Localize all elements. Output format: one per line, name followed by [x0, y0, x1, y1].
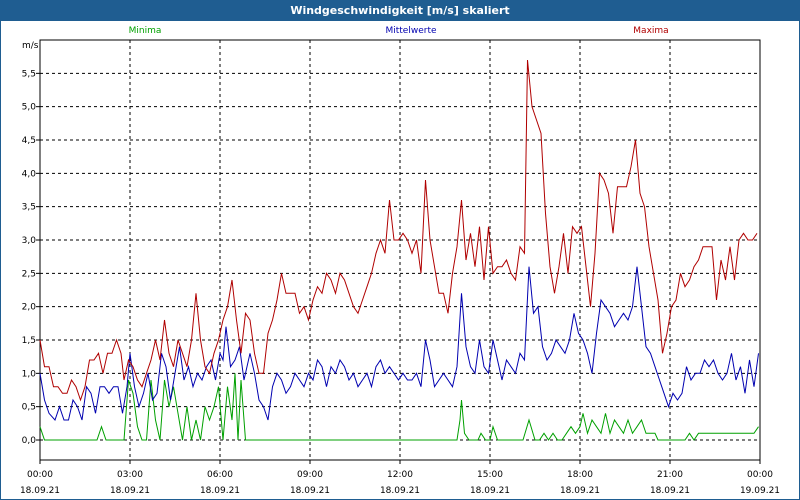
y-tick-label: 1,0	[22, 369, 37, 379]
x-tick-date-label: 18.09.21	[650, 486, 690, 496]
mittelwerte-line	[39, 266, 759, 421]
y-tick-label: 0,5	[22, 403, 36, 413]
legend-mittelwerte: Mittelwerte	[385, 26, 436, 36]
legend-maxima: Maxima	[633, 26, 668, 36]
x-tick-date-label: 18.09.21	[110, 486, 150, 496]
legend-minima: Minima	[129, 26, 162, 36]
y-tick-label: 4,5	[22, 136, 36, 146]
y-tick-label: 1,5	[22, 336, 36, 346]
x-tick-date-label: 18.09.21	[200, 486, 240, 496]
x-tick-time-label: 12:00	[387, 470, 413, 480]
y-tick-label: 3,5	[22, 203, 36, 213]
x-tick-date-label: 18.09.21	[380, 486, 420, 496]
x-tick-date-label: 18.09.21	[290, 486, 330, 496]
x-tick-time-label: 09:00	[297, 470, 323, 480]
y-axis-label: m/s	[22, 41, 39, 51]
x-tick-time-label: 15:00	[477, 470, 503, 480]
x-axis-ticks: 00:00 18.09.21 03:00 18.09.21 06:00 18.09.21 0…	[20, 460, 780, 496]
x-tick-time-label: 18:00	[567, 470, 593, 480]
y-tick-label: 3,0	[22, 236, 37, 246]
x-tick-time-label: 03:00	[117, 470, 143, 480]
x-tick-time-label: 06:00	[207, 470, 233, 480]
x-tick-time-label: 21:00	[657, 470, 683, 480]
y-tick-label: 5,0	[22, 103, 37, 113]
series-lines	[39, 59, 759, 441]
y-axis-ticks: 0,0 0,5 1,0 1,5 2,0 2,5 3,0 3,5 4,0 4,5 5,0 5,5	[22, 69, 40, 446]
y-tick-label: 0,0	[22, 436, 37, 446]
x-tick-date-label: 18.09.21	[560, 486, 600, 496]
x-tick-date-label: 18.09.21	[470, 486, 510, 496]
x-tick-date-label: 19.09.21	[740, 486, 780, 496]
x-tick-date-label: 18.09.21	[20, 486, 60, 496]
y-tick-label: 4,0	[22, 169, 37, 179]
y-tick-label: 5,5	[22, 69, 36, 79]
maxima-line	[39, 59, 758, 402]
y-tick-label: 2,0	[22, 303, 37, 313]
window-title: Windgeschwindigkeit [m/s] skaliert	[1, 1, 799, 21]
y-tick-label: 2,5	[22, 269, 36, 279]
x-tick-time-label: 00:00	[27, 470, 53, 480]
x-tick-time-label: 00:00	[747, 470, 773, 480]
minima-line	[39, 373, 759, 441]
